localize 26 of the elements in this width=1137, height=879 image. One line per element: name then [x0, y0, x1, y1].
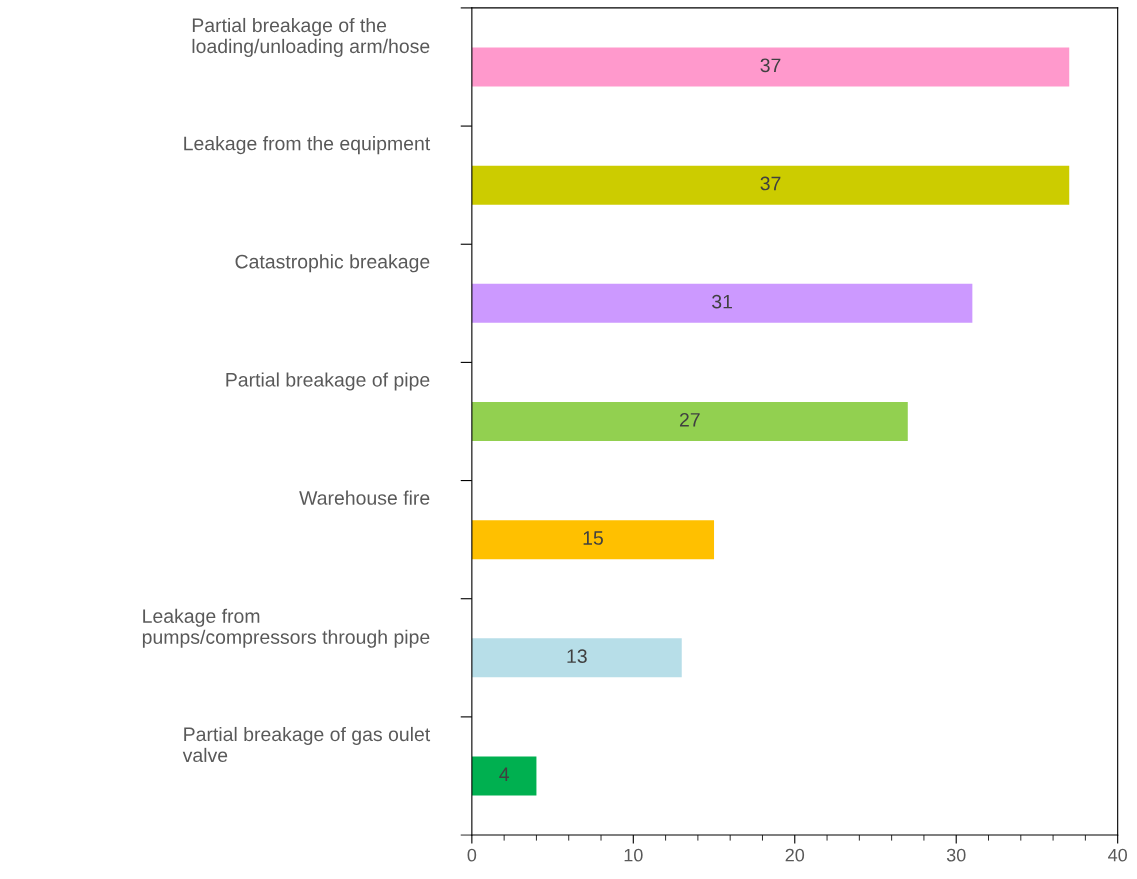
data-label: 37 — [760, 176, 781, 191]
x-tick-label: 20 — [785, 848, 805, 862]
bar — [471, 165, 1070, 205]
y-tick-label: Leakage from pumps/compressors through pipe — [142, 608, 430, 648]
y-tick-label: Partial breakage of pipe — [226, 372, 430, 391]
bar — [471, 520, 715, 560]
bar — [471, 283, 973, 323]
data-label: 13 — [567, 649, 587, 664]
x-tick-label: 0 — [467, 848, 477, 862]
data-label: 37 — [760, 58, 781, 73]
data-label: 27 — [679, 412, 700, 427]
data-label: 15 — [583, 531, 603, 545]
data-label: 4 — [499, 767, 509, 781]
x-tick-label: 40 — [1108, 848, 1128, 862]
bar — [471, 401, 908, 441]
y-tick-label: Leakage from the equipment — [184, 136, 431, 155]
x-tick-label: 10 — [624, 848, 643, 862]
y-tick-label: Catastrophic breakage — [235, 254, 430, 273]
data-label: 31 — [712, 294, 732, 309]
bar — [471, 638, 682, 678]
bar — [471, 756, 537, 796]
x-tick-label: 30 — [946, 848, 966, 862]
y-tick-label: Partial breakage of the loading/unloading arm/hose — [192, 17, 430, 57]
y-tick-label: Warehouse fire — [299, 490, 430, 505]
y-tick-label: Partial breakage of gas oulet valve — [182, 726, 431, 763]
bar — [471, 47, 1070, 87]
